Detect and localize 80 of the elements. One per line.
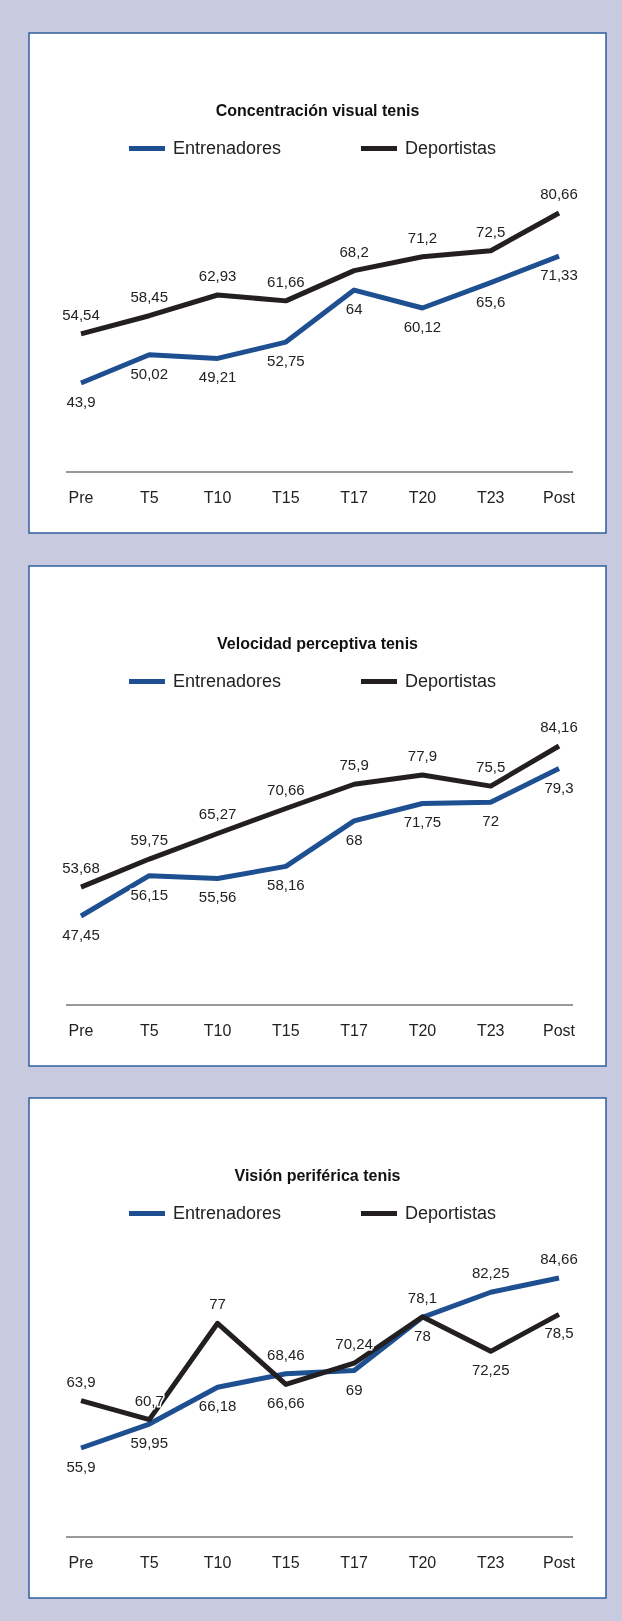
legend-label: Deportistas xyxy=(405,671,497,691)
data-label: 63,9 xyxy=(66,1372,96,1390)
data-label: 71,2 xyxy=(407,228,438,246)
x-tick-label: T10 xyxy=(203,489,232,506)
chart-title: Visión periférica tenis xyxy=(234,1167,401,1184)
legend-label: Entrenadores xyxy=(173,1203,282,1223)
chart-title: Velocidad perceptiva tenis xyxy=(217,635,419,652)
x-tick-label: T10 xyxy=(203,1022,232,1039)
data-label: 69 xyxy=(345,1380,363,1398)
x-tick-label: T5 xyxy=(139,1554,159,1571)
data-label: 68,2 xyxy=(339,242,369,260)
data-label: 47,45 xyxy=(62,926,100,943)
x-tick-label: Post xyxy=(542,489,576,506)
data-label: 50,02 xyxy=(130,364,169,382)
data-label: 71,75 xyxy=(403,813,442,831)
data-label: 84,66 xyxy=(540,1250,578,1267)
data-label: 80,66 xyxy=(540,185,578,202)
data-label: 59,75 xyxy=(130,831,169,849)
data-label: 58,16 xyxy=(267,876,305,894)
data-label: 84,16 xyxy=(540,718,578,735)
x-tick-label: Post xyxy=(542,1554,576,1571)
data-label: 65,27 xyxy=(198,805,237,823)
data-label: 55,56 xyxy=(198,888,237,906)
data-label: 52,75 xyxy=(267,352,305,370)
x-tick-label: T20 xyxy=(408,489,437,506)
data-label: 66,18 xyxy=(198,1397,237,1415)
data-label: 75,5 xyxy=(476,758,506,776)
data-label: 62,93 xyxy=(198,266,237,284)
data-label: 43,9 xyxy=(66,393,96,410)
data-label: 70,24 xyxy=(335,1335,373,1353)
x-tick-label: Pre xyxy=(68,489,94,506)
data-label: 53,68 xyxy=(62,859,100,877)
legend-label: Deportistas xyxy=(405,138,497,158)
x-tick-label: T20 xyxy=(408,1022,437,1039)
x-tick-label: Post xyxy=(542,1022,576,1039)
data-label: 64 xyxy=(345,300,363,318)
data-label: 56,15 xyxy=(130,885,169,903)
x-tick-label: T23 xyxy=(476,489,505,506)
data-label: 71,33 xyxy=(540,266,578,284)
legend-label: Entrenadores xyxy=(173,138,282,158)
x-tick-label: T5 xyxy=(139,489,159,506)
data-label: 78 xyxy=(414,1327,431,1345)
x-tick-label: T5 xyxy=(139,1022,159,1039)
x-tick-label: T23 xyxy=(476,1554,505,1571)
x-tick-label: T17 xyxy=(340,489,369,506)
data-label: 72 xyxy=(482,812,500,830)
data-label: 60,12 xyxy=(403,317,442,335)
x-tick-label: T15 xyxy=(272,1554,300,1571)
data-label: 68,46 xyxy=(267,1345,305,1363)
x-tick-label: T15 xyxy=(272,489,300,506)
data-label: 77 xyxy=(209,1295,226,1313)
legend-label: Entrenadores xyxy=(173,671,282,691)
data-label: 65,6 xyxy=(476,292,506,310)
x-tick-label: T20 xyxy=(408,1554,437,1571)
x-tick-label: Pre xyxy=(68,1022,94,1039)
data-label: 72,25 xyxy=(471,1361,510,1379)
x-tick-label: Pre xyxy=(68,1554,94,1571)
chart-title: Concentración visual tenis xyxy=(215,102,420,119)
data-label: 70,66 xyxy=(267,780,305,798)
x-tick-label: T23 xyxy=(476,1022,505,1039)
legend-label: Deportistas xyxy=(405,1203,497,1223)
data-label: 54,54 xyxy=(62,305,100,323)
data-label: 55,9 xyxy=(66,1458,96,1475)
data-label: 72,5 xyxy=(476,222,506,240)
x-tick-label: T17 xyxy=(340,1022,369,1039)
x-tick-label: T10 xyxy=(203,1554,232,1571)
data-label: 66,66 xyxy=(267,1394,305,1412)
data-label: 59,95 xyxy=(130,1434,169,1452)
data-label: 82,25 xyxy=(471,1264,510,1282)
data-label: 75,9 xyxy=(339,756,369,774)
data-label: 49,21 xyxy=(198,368,237,386)
x-tick-label: T17 xyxy=(340,1554,369,1571)
data-label: 61,66 xyxy=(267,272,305,290)
data-label: 78,1 xyxy=(407,1288,438,1306)
x-tick-label: T15 xyxy=(272,1022,300,1039)
data-label: 79,3 xyxy=(544,778,574,796)
data-label: 58,45 xyxy=(130,287,169,305)
data-label: 77,9 xyxy=(407,746,438,764)
data-label: 68 xyxy=(345,830,363,848)
data-label: 78,5 xyxy=(544,1324,574,1342)
